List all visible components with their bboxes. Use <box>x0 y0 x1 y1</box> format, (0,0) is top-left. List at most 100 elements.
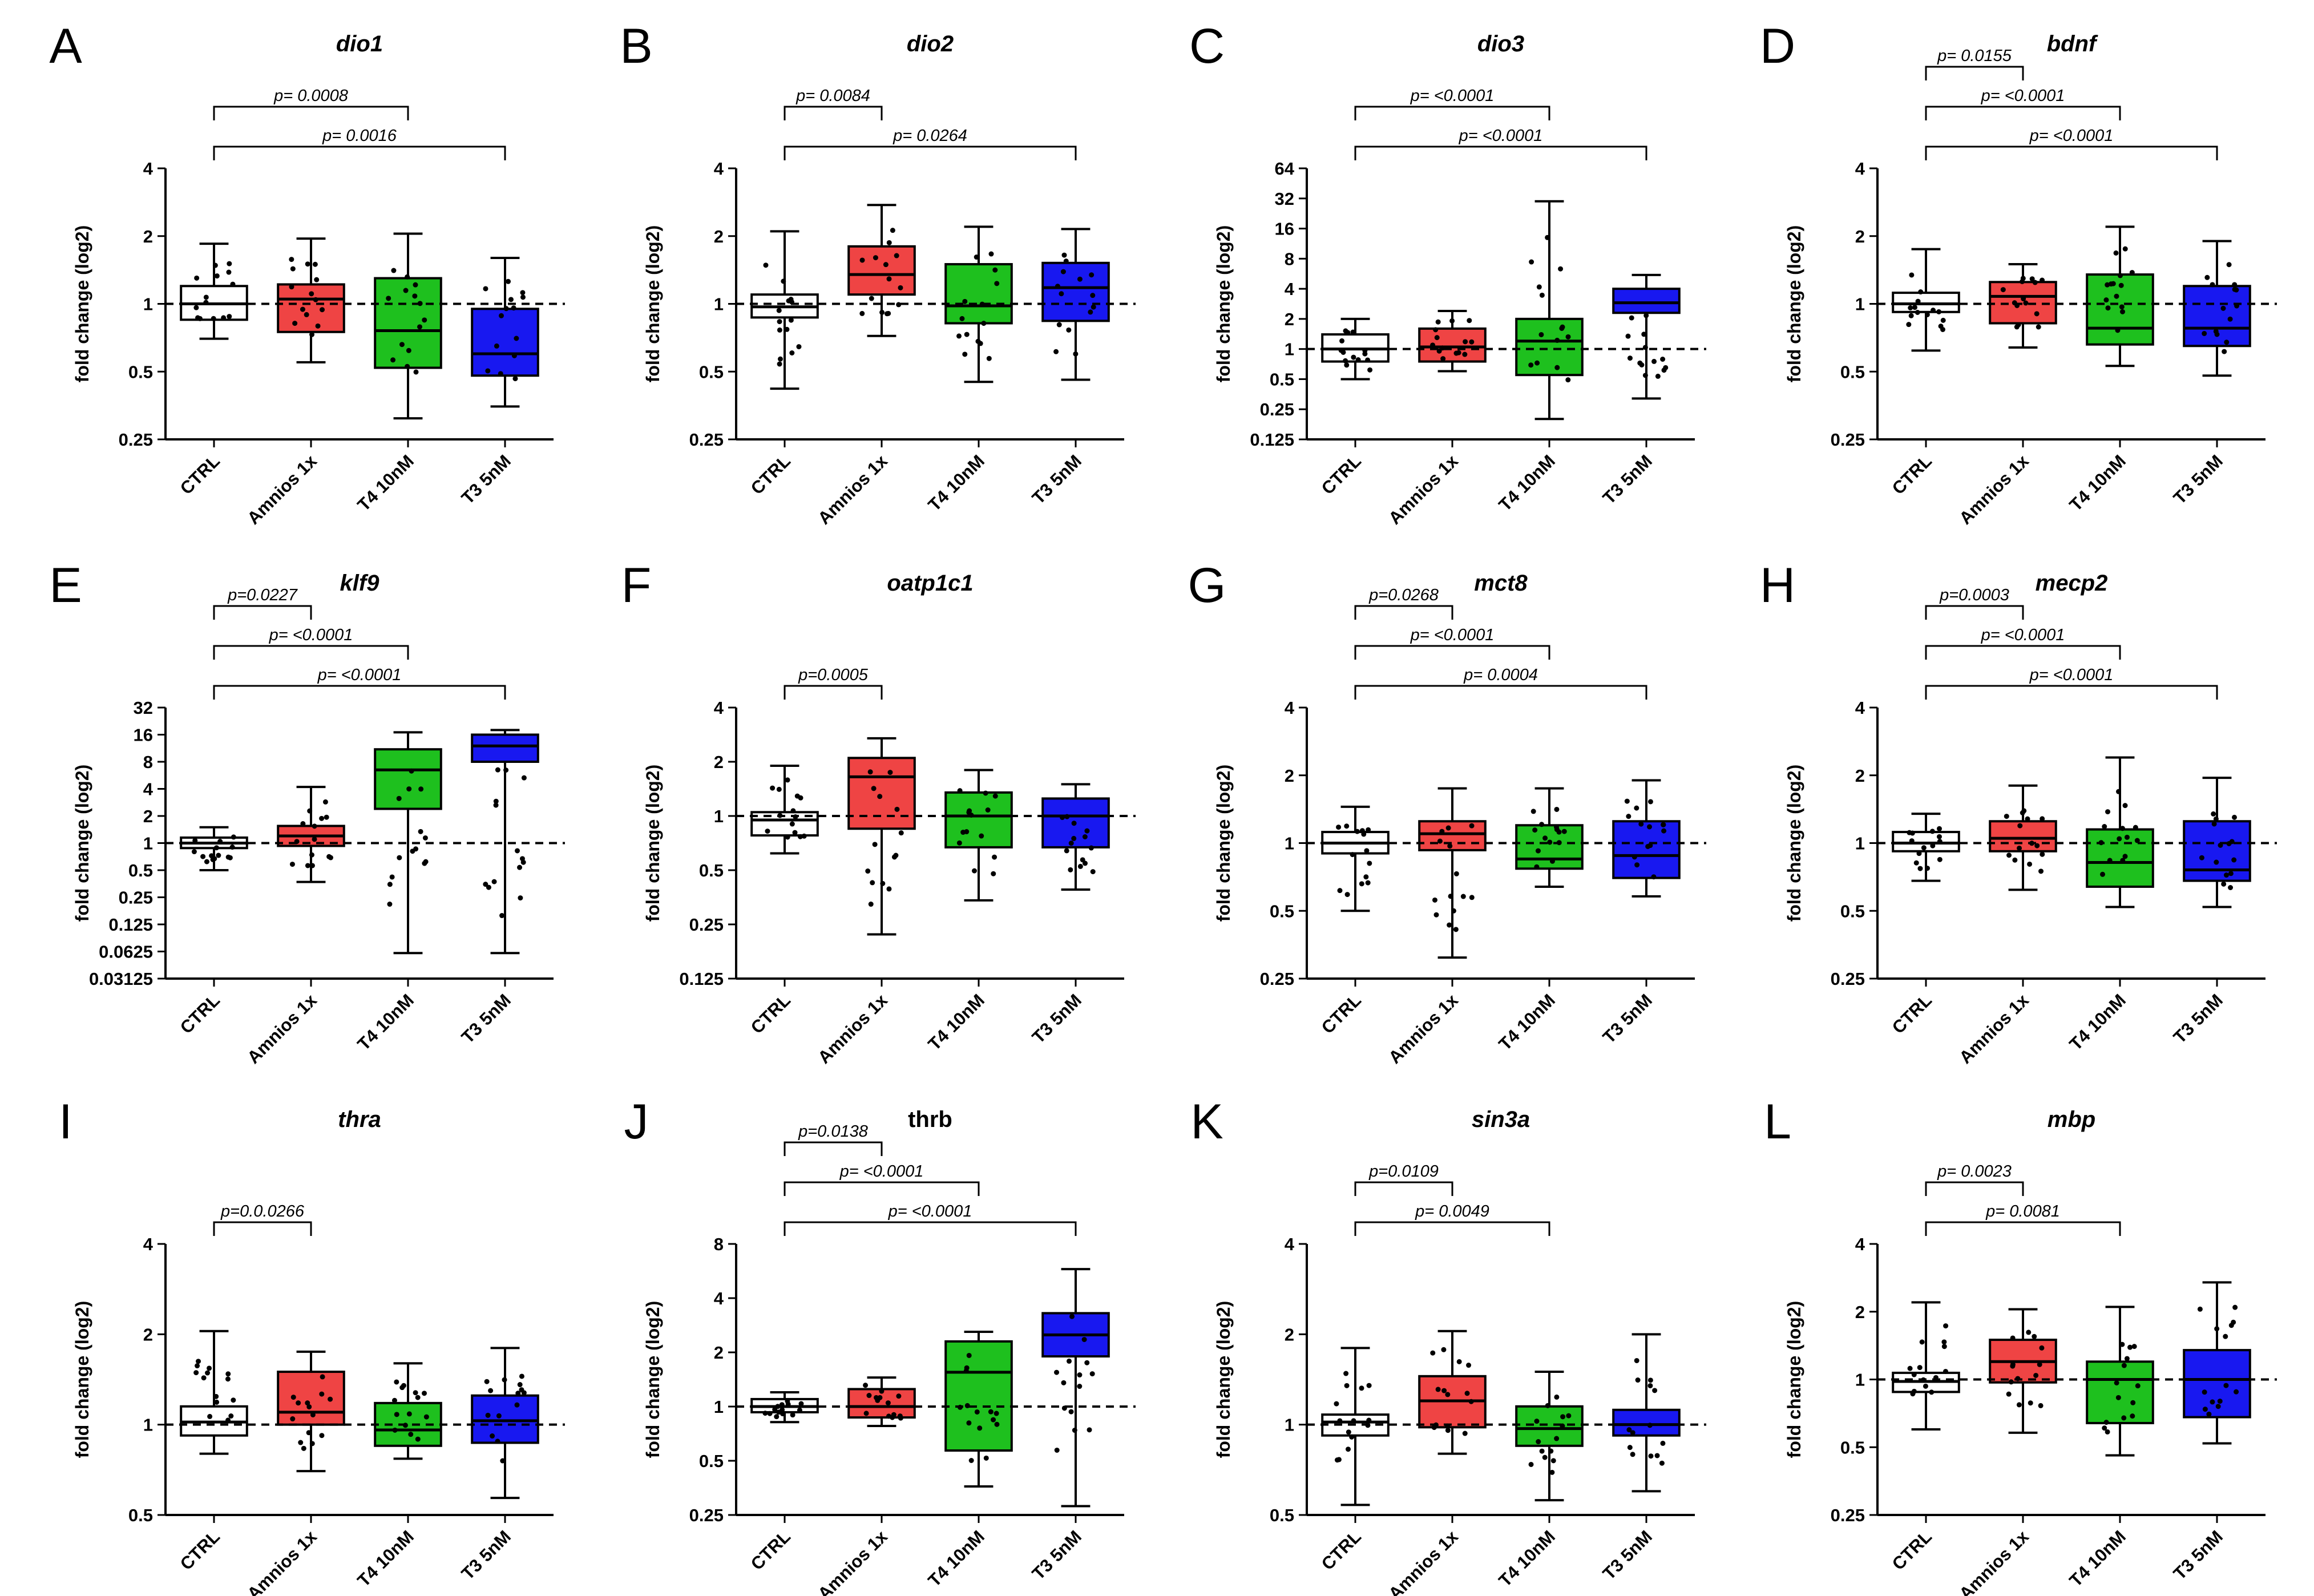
data-point <box>423 859 429 864</box>
data-point <box>2004 814 2009 819</box>
y-tick-label: 0.5 <box>1840 1437 1865 1457</box>
y-tick-label: 2 <box>1855 227 1865 247</box>
data-point <box>991 871 996 876</box>
data-point <box>1463 339 1468 345</box>
x-tick-label: Amnios 1x <box>814 451 891 528</box>
data-point <box>309 291 314 297</box>
significance-bracket <box>1354 605 1453 620</box>
significance-bracket <box>1925 106 2121 120</box>
data-point <box>511 353 517 358</box>
data-point <box>225 1376 231 1382</box>
data-point <box>307 808 313 814</box>
data-point <box>221 315 227 321</box>
y-tick-label: 1 <box>1855 294 1865 314</box>
data-point <box>2032 1334 2037 1339</box>
x-tick-label: T4 10nM <box>924 1526 988 1590</box>
y-axis-label: fold change (log2) <box>1213 225 1234 383</box>
panel-letter: J <box>624 1094 649 1149</box>
y-tick-label: 0.125 <box>679 969 724 989</box>
y-tick-label: 1 <box>143 834 153 854</box>
data-point <box>1915 309 1920 315</box>
x-tick-label: CTRL <box>1888 990 1936 1037</box>
y-tick-label: 0.5 <box>128 1505 153 1525</box>
data-point <box>988 1409 994 1415</box>
data-point <box>1907 1365 1913 1371</box>
data-point <box>1937 826 1943 831</box>
data-point <box>2204 274 2210 280</box>
data-point <box>319 815 325 821</box>
data-point <box>1091 304 1096 310</box>
y-tick-label: 16 <box>134 725 153 745</box>
data-point <box>763 262 769 268</box>
significance-bracket <box>213 645 409 660</box>
data-point <box>1082 860 1088 866</box>
x-tick-label: T3 5nM <box>2170 1526 2227 1583</box>
data-point <box>519 856 525 862</box>
data-point <box>1087 1427 1092 1433</box>
data-point <box>2114 1380 2119 1386</box>
significance-bracket <box>1354 1181 1453 1196</box>
data-point <box>211 316 216 321</box>
data-point <box>408 1432 414 1437</box>
data-point <box>415 1436 421 1442</box>
p-value-label: p= 0.0016 <box>322 127 397 145</box>
data-point <box>1469 339 1475 345</box>
x-tick-label: CTRL <box>1888 451 1936 498</box>
data-point <box>1660 1440 1666 1446</box>
data-point <box>1349 1434 1355 1440</box>
chart-title: thra <box>338 1107 381 1132</box>
y-tick-label: 1 <box>143 294 153 314</box>
chart-title: sin3a <box>1472 1107 1530 1132</box>
data-point <box>797 834 803 839</box>
data-point <box>870 880 875 886</box>
data-point <box>226 269 232 275</box>
data-point <box>301 1445 306 1451</box>
data-point <box>394 1412 399 1417</box>
data-point <box>2028 1400 2033 1406</box>
data-point <box>894 253 899 258</box>
x-tick-label: CTRL <box>1318 451 1365 498</box>
box-t4-10nm <box>374 748 442 810</box>
data-point <box>1469 895 1475 900</box>
y-axis-label: fold change (log2) <box>72 765 92 922</box>
data-point <box>988 251 994 257</box>
data-point <box>2202 1389 2207 1395</box>
significance-bracket <box>784 106 883 120</box>
data-point <box>390 357 396 363</box>
data-point <box>300 821 306 827</box>
data-point <box>2102 1425 2107 1431</box>
data-point <box>879 1388 885 1394</box>
data-point <box>1642 373 1648 378</box>
box-t3-5nm <box>1612 820 1681 879</box>
data-point <box>2127 1344 2133 1350</box>
box-t3-5nm <box>2183 285 2251 348</box>
data-point <box>1916 851 1922 856</box>
data-point <box>1561 829 1567 834</box>
data-point <box>2107 858 2113 863</box>
data-point <box>2105 1429 2110 1435</box>
data-point <box>2121 1363 2127 1368</box>
data-point <box>1344 823 1350 829</box>
data-point <box>1350 329 1356 335</box>
data-point <box>1364 848 1370 854</box>
data-point <box>974 1409 980 1415</box>
data-point <box>290 1416 296 1422</box>
data-point <box>872 842 878 847</box>
data-point <box>417 324 423 330</box>
box-amnios-1x <box>847 757 916 830</box>
data-point <box>1542 835 1548 841</box>
data-point <box>503 767 509 773</box>
data-point <box>491 879 497 884</box>
data-point <box>1547 839 1553 845</box>
data-point <box>1468 1399 1474 1404</box>
p-value-label: p= <0.0001 <box>2029 666 2114 684</box>
data-point <box>193 305 199 310</box>
x-tick-label: Amnios 1x <box>1955 451 2033 528</box>
data-point <box>2217 1399 2223 1404</box>
y-tick-label: 2 <box>1285 1324 1294 1344</box>
significance-bracket <box>1925 645 2121 660</box>
y-axis-label: fold change (log2) <box>643 1301 663 1458</box>
x-tick-label: CTRL <box>747 451 794 498</box>
data-point <box>2017 845 2022 851</box>
